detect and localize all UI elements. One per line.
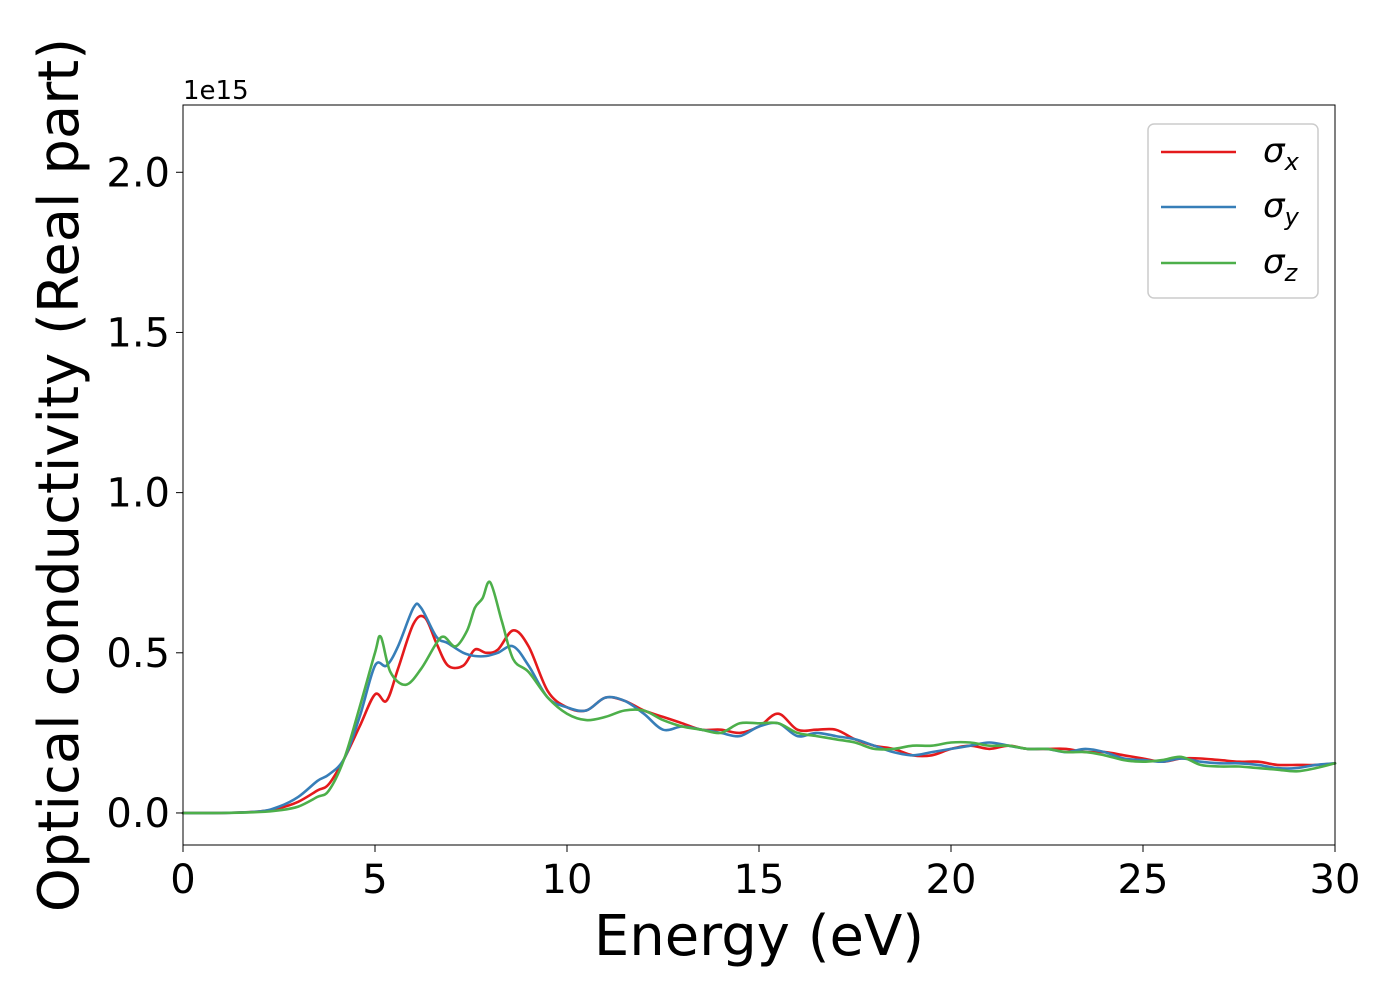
legend-box: [1147, 123, 1319, 299]
y-tick-label: 0.5: [106, 631, 170, 677]
y-offset-label: 1e15: [183, 76, 249, 106]
x-tick-label: 5: [362, 857, 387, 903]
x-tick-label: 0: [170, 857, 195, 903]
x-tick-label: 25: [1118, 857, 1169, 903]
x-tick-label: 10: [542, 857, 593, 903]
x-axis: 0 5 10 15 20 25 30: [170, 845, 1360, 903]
x-tick-label: 30: [1310, 857, 1361, 903]
x-tick-label: 15: [734, 857, 785, 903]
y-tick-label: 2.0: [106, 150, 170, 196]
y-axis-title: Optical conductivity (Real part): [27, 38, 92, 912]
legend-label-y: σy: [1263, 186, 1300, 231]
y-tick-label: 1.0: [106, 471, 170, 517]
series-line-z: [181, 580, 1337, 815]
x-tick-label: 20: [926, 857, 977, 903]
y-tick-label: 0.0: [106, 791, 170, 837]
series-layer: [181, 580, 1337, 815]
y-axis: 0.0 0.5 1.0 1.5 2.0: [106, 150, 183, 837]
y-tick-label: 1.5: [106, 310, 170, 356]
series-line-y: [181, 602, 1337, 815]
x-axis-title: Energy (eV): [594, 904, 924, 969]
legend-label-x: σx: [1263, 131, 1300, 176]
series-line-x: [181, 614, 1337, 815]
